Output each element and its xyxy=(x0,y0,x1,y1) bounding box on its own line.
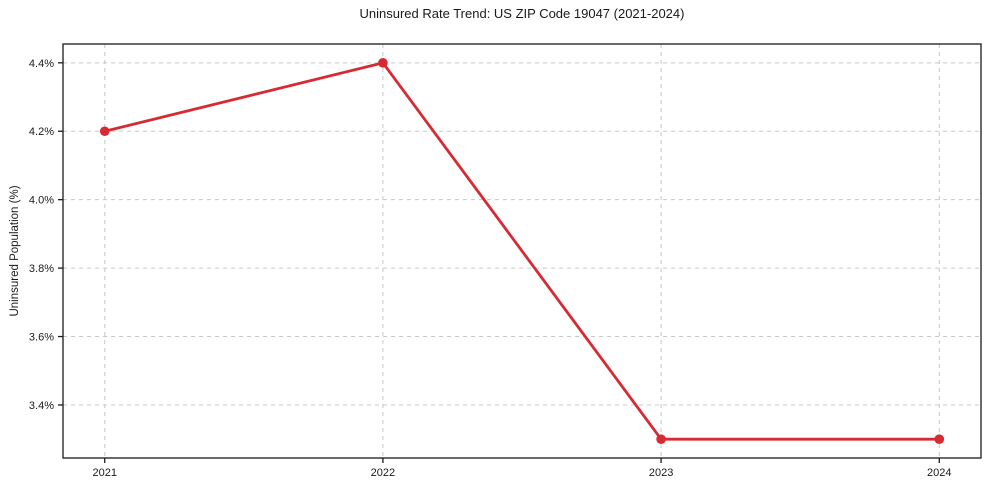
y-tick-label: 3.6% xyxy=(29,332,54,344)
trend-line xyxy=(103,61,941,441)
x-tick-label: 2022 xyxy=(371,467,395,479)
y-tick-label: 3.8% xyxy=(29,263,54,275)
x-tick-label: 2021 xyxy=(92,467,116,479)
x-tick-label: 2023 xyxy=(649,467,673,479)
chart-title: Uninsured Rate Trend: US ZIP Code 19047 … xyxy=(359,6,685,21)
data-point-marker xyxy=(656,434,666,444)
data-point-marker xyxy=(378,58,388,68)
y-tick-label: 4.2% xyxy=(29,126,54,138)
y-tick-label: 3.4% xyxy=(29,400,54,412)
plot-border xyxy=(62,43,982,459)
y-tick-label: 4.0% xyxy=(29,195,54,207)
data-point-marker xyxy=(99,126,110,137)
x-tick-label: 2024 xyxy=(927,467,951,479)
y-tick-label: 4.4% xyxy=(29,58,54,70)
data-point-marker xyxy=(934,434,945,444)
